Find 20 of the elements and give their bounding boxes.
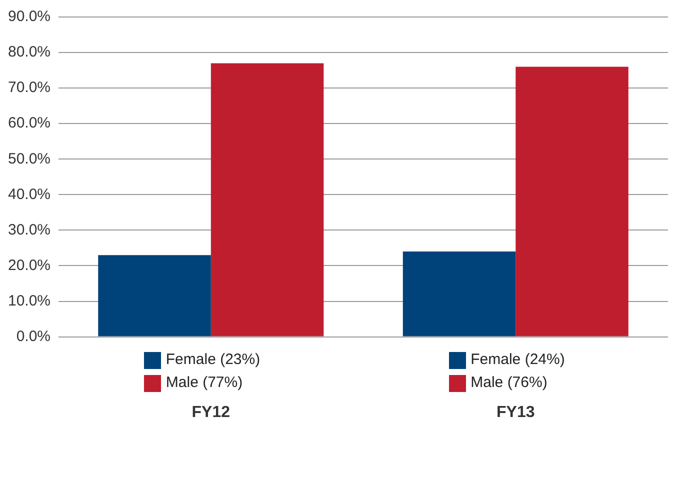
bar [98, 255, 211, 336]
y-tick-label: 0.0% [16, 328, 51, 345]
y-tick-label: 80.0% [8, 44, 51, 61]
bar [402, 252, 516, 336]
data-label: Female (23%) [166, 350, 260, 368]
y-tick-label: 20.0% [8, 256, 51, 274]
x-tick-label: FY13 [496, 404, 535, 421]
bar [210, 63, 324, 336]
y-tick-label: 70.0% [8, 79, 51, 96]
bar [516, 66, 628, 336]
y-tick-label: 90.0% [8, 8, 51, 26]
data-label: Male (76%) [470, 374, 548, 391]
y-tick-label: 30.0% [8, 221, 51, 238]
data-label: Male (77%) [166, 374, 243, 391]
y-tick-label: 50.0% [8, 150, 51, 168]
data-label: Female (24%) [470, 350, 565, 368]
y-tick-label: 10.0% [8, 292, 51, 310]
y-tick-label: 40.0% [8, 186, 51, 203]
x-tick-label: FY12 [192, 404, 230, 421]
y-tick-label: 60.0% [8, 114, 51, 132]
